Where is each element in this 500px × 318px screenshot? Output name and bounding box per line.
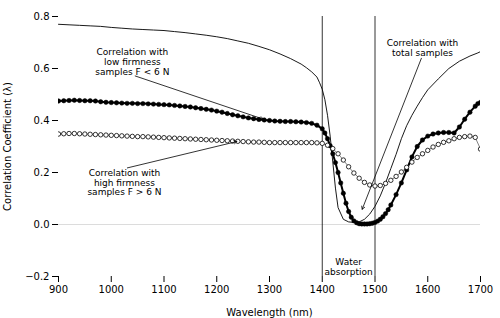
svg-text:Correlation withtotal samples: Correlation withtotal samples: [387, 38, 459, 58]
svg-text:1100: 1100: [151, 284, 176, 295]
svg-text:1400: 1400: [310, 284, 335, 295]
svg-text:Waterabsorption: Waterabsorption: [325, 257, 373, 277]
svg-text:1300: 1300: [257, 284, 282, 295]
svg-text:Correlation withlow firmnesssa: Correlation withlow firmnesssamples F < …: [95, 47, 169, 77]
svg-text:0.4: 0.4: [34, 115, 50, 126]
svg-text:0.0: 0.0: [34, 219, 50, 230]
svg-text:1700: 1700: [468, 284, 493, 295]
svg-text:Correlation withhigh firmnesss: Correlation withhigh firmnesssamples F >…: [87, 168, 161, 198]
svg-text:−0.2: −0.2: [25, 271, 49, 282]
svg-text:0.6: 0.6: [34, 63, 50, 74]
svg-text:1000: 1000: [99, 284, 124, 295]
svg-text:900: 900: [49, 284, 68, 295]
svg-text:Wavelength (nm): Wavelength (nm): [226, 307, 312, 318]
svg-text:1200: 1200: [204, 284, 229, 295]
svg-text:Correlation Coefficient (λ): Correlation Coefficient (λ): [2, 82, 13, 211]
svg-text:0.8: 0.8: [34, 11, 50, 22]
svg-text:1600: 1600: [415, 284, 440, 295]
svg-text:0.2: 0.2: [34, 167, 50, 178]
svg-text:1500: 1500: [362, 284, 387, 295]
